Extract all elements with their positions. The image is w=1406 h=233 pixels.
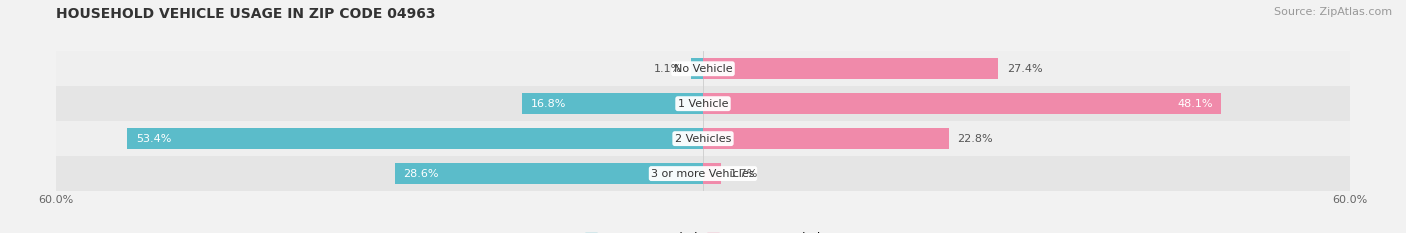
Bar xyxy=(56,51,1350,86)
Bar xyxy=(703,128,949,149)
Text: 1.7%: 1.7% xyxy=(730,169,758,178)
Bar xyxy=(128,128,703,149)
Legend: Owner-occupied, Renter-occupied: Owner-occupied, Renter-occupied xyxy=(579,228,827,233)
Bar xyxy=(522,93,703,114)
Bar xyxy=(703,93,1222,114)
Text: 28.6%: 28.6% xyxy=(404,169,439,178)
Text: 27.4%: 27.4% xyxy=(1007,64,1043,74)
Bar xyxy=(703,163,721,184)
Bar xyxy=(395,163,703,184)
Text: 1.1%: 1.1% xyxy=(654,64,682,74)
Text: 16.8%: 16.8% xyxy=(530,99,565,109)
Text: No Vehicle: No Vehicle xyxy=(673,64,733,74)
Text: 3 or more Vehicles: 3 or more Vehicles xyxy=(651,169,755,178)
Bar xyxy=(56,86,1350,121)
Text: 53.4%: 53.4% xyxy=(136,134,172,144)
Text: 48.1%: 48.1% xyxy=(1177,99,1213,109)
Bar xyxy=(56,156,1350,191)
Bar xyxy=(703,58,998,79)
Bar xyxy=(692,58,703,79)
Bar xyxy=(56,121,1350,156)
Text: 22.8%: 22.8% xyxy=(957,134,993,144)
Text: HOUSEHOLD VEHICLE USAGE IN ZIP CODE 04963: HOUSEHOLD VEHICLE USAGE IN ZIP CODE 0496… xyxy=(56,7,436,21)
Text: 2 Vehicles: 2 Vehicles xyxy=(675,134,731,144)
Text: 1 Vehicle: 1 Vehicle xyxy=(678,99,728,109)
Text: Source: ZipAtlas.com: Source: ZipAtlas.com xyxy=(1274,7,1392,17)
